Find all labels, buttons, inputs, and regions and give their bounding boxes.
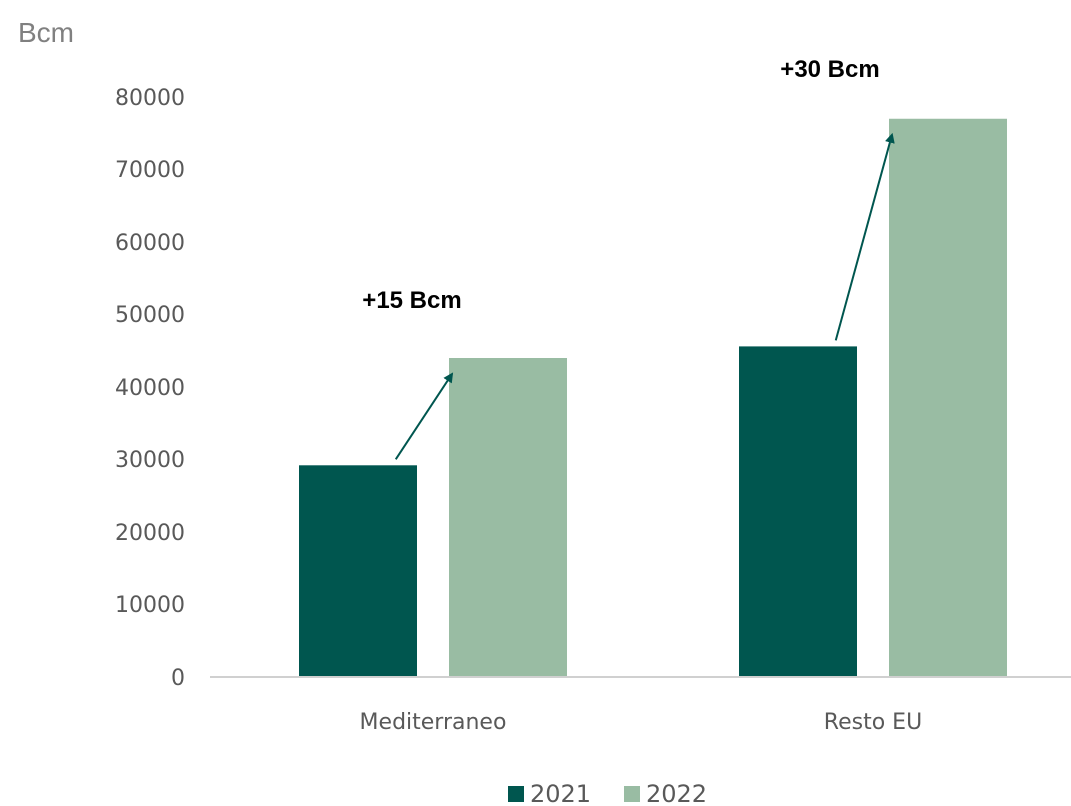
- annotation-label-resto-eu: +30 Bcm: [780, 56, 879, 83]
- category-label-mediterraneo: Mediterraneo: [360, 710, 507, 735]
- y-axis-ticks: 80000 70000 60000 50000 40000 30000 2000…: [115, 86, 185, 691]
- bars-group: [299, 118, 1007, 677]
- y-tick-label: 30000: [115, 448, 185, 473]
- y-tick-label: 80000: [115, 86, 185, 111]
- y-tick-label: 0: [171, 666, 185, 691]
- bar-mediterraneo-2022: [449, 358, 567, 677]
- bar-mediterraneo-2021: [299, 465, 417, 677]
- y-tick-label: 70000: [115, 158, 185, 183]
- growth-arrow-resto-eu: [834, 132, 895, 341]
- legend-label-2021: 2021: [530, 780, 591, 806]
- growth-arrow-mediterraneo: [394, 372, 454, 460]
- legend-label-2022: 2022: [646, 780, 707, 806]
- bar-resto-eu-2022: [889, 118, 1007, 677]
- y-tick-label: 40000: [115, 376, 185, 401]
- y-tick-label: 10000: [115, 593, 185, 618]
- legend-swatch-2022: [624, 786, 640, 802]
- category-label-resto-eu: Resto EU: [824, 710, 922, 735]
- y-tick-label: 50000: [115, 303, 185, 328]
- y-unit-label: Bcm: [18, 17, 74, 48]
- y-tick-label: 60000: [115, 231, 185, 256]
- legend: 2021 2022: [508, 780, 707, 806]
- y-tick-label: 20000: [115, 521, 185, 546]
- bar-resto-eu-2021: [739, 346, 857, 677]
- annotation-label-mediterraneo: +15 Bcm: [362, 287, 461, 314]
- arrows-group: [394, 132, 895, 460]
- legend-swatch-2021: [508, 786, 524, 802]
